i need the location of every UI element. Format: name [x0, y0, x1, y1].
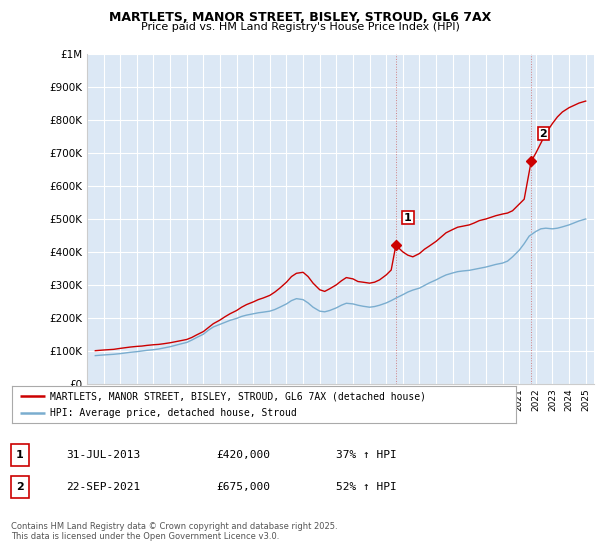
Text: MARTLETS, MANOR STREET, BISLEY, STROUD, GL6 7AX (detached house): MARTLETS, MANOR STREET, BISLEY, STROUD, …	[50, 391, 426, 401]
Text: 2: 2	[16, 482, 23, 492]
Text: HPI: Average price, detached house, Stroud: HPI: Average price, detached house, Stro…	[50, 408, 296, 418]
Text: 22-SEP-2021: 22-SEP-2021	[66, 482, 140, 492]
Text: MARTLETS, MANOR STREET, BISLEY, STROUD, GL6 7AX: MARTLETS, MANOR STREET, BISLEY, STROUD, …	[109, 11, 491, 24]
Text: Contains HM Land Registry data © Crown copyright and database right 2025.
This d: Contains HM Land Registry data © Crown c…	[11, 522, 337, 542]
Text: £420,000: £420,000	[216, 450, 270, 460]
Text: 31-JUL-2013: 31-JUL-2013	[66, 450, 140, 460]
Text: £675,000: £675,000	[216, 482, 270, 492]
Text: 37% ↑ HPI: 37% ↑ HPI	[336, 450, 397, 460]
Text: 52% ↑ HPI: 52% ↑ HPI	[336, 482, 397, 492]
Text: 1: 1	[404, 213, 412, 223]
Text: 2: 2	[539, 129, 547, 139]
Text: 1: 1	[16, 450, 23, 460]
Text: Price paid vs. HM Land Registry's House Price Index (HPI): Price paid vs. HM Land Registry's House …	[140, 22, 460, 32]
